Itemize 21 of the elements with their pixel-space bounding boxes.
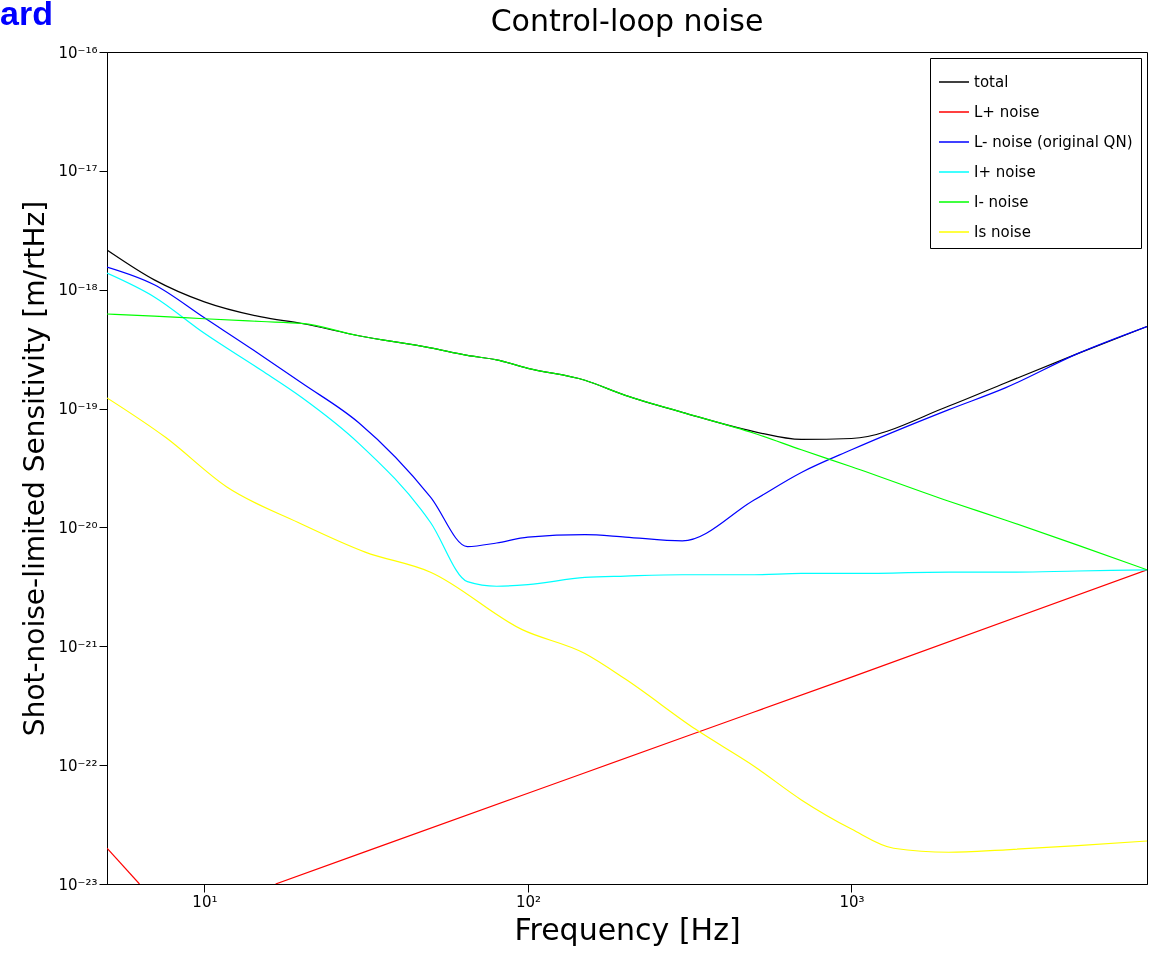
legend-label: Is noise [974, 223, 1031, 241]
y-tick-label: 10⁻¹⁹ [58, 400, 98, 419]
legend-label: I+ noise [974, 163, 1036, 181]
chart-title: Control-loop noise [490, 3, 764, 38]
x-axis-title: Frequency [Hz] [514, 911, 741, 947]
legend-label: I- noise [974, 193, 1029, 211]
y-tick-label: 10⁻¹⁷ [58, 162, 98, 181]
y-tick-label: 10⁻²² [58, 756, 98, 775]
x-tick-label: 10² [515, 892, 541, 911]
y-axis-title: Shot-noise-limited Sensitivity [m/rtHz] [18, 200, 52, 737]
x-tick-label: 10³ [839, 892, 865, 911]
legend-label: L- noise (original QN) [974, 133, 1133, 151]
legend-label: L+ noise [974, 103, 1040, 121]
y-tick-label: 10⁻²⁰ [58, 518, 98, 537]
y-tick-label: 10⁻²¹ [58, 637, 98, 656]
y-tick-label: 10⁻¹⁸ [58, 281, 98, 300]
y-tick-label: 10⁻²³ [58, 875, 98, 894]
y-tick-label: 10⁻¹⁶ [58, 43, 98, 62]
x-tick-label: 10¹ [192, 892, 218, 911]
text: ard [0, 0, 53, 33]
legend-label: total [974, 73, 1009, 91]
